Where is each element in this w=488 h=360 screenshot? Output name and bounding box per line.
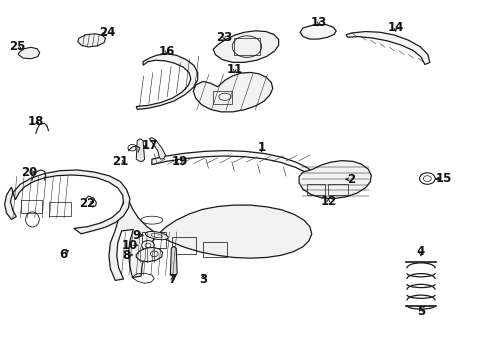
Text: 2: 2 — [346, 173, 354, 186]
Polygon shape — [149, 138, 165, 159]
Text: 6: 6 — [59, 248, 67, 261]
Text: 4: 4 — [416, 244, 424, 257]
Polygon shape — [213, 31, 278, 62]
Text: 21: 21 — [112, 155, 128, 168]
Polygon shape — [136, 247, 162, 262]
Text: 12: 12 — [320, 195, 336, 208]
Text: 19: 19 — [172, 155, 188, 168]
Text: 5: 5 — [416, 306, 424, 319]
Text: 11: 11 — [226, 63, 243, 76]
Text: 25: 25 — [10, 40, 26, 53]
Text: 24: 24 — [99, 27, 115, 40]
Text: 20: 20 — [21, 166, 37, 179]
Text: 1: 1 — [257, 141, 265, 154]
Polygon shape — [4, 170, 130, 234]
Text: 22: 22 — [79, 197, 96, 210]
Polygon shape — [109, 192, 311, 280]
Text: 14: 14 — [386, 21, 403, 34]
Text: 23: 23 — [216, 31, 232, 44]
Text: 7: 7 — [168, 273, 176, 286]
Polygon shape — [152, 150, 313, 178]
Circle shape — [128, 144, 137, 151]
Polygon shape — [299, 161, 370, 199]
Text: 13: 13 — [310, 16, 326, 29]
Text: 16: 16 — [158, 45, 174, 58]
Polygon shape — [300, 24, 335, 39]
Text: 9: 9 — [132, 229, 140, 242]
Polygon shape — [136, 139, 144, 161]
Polygon shape — [18, 47, 40, 59]
Polygon shape — [136, 54, 197, 109]
Ellipse shape — [145, 231, 168, 240]
Polygon shape — [193, 72, 272, 112]
Text: 17: 17 — [141, 139, 157, 152]
Polygon shape — [170, 246, 177, 276]
Text: 8: 8 — [122, 249, 130, 262]
Text: 3: 3 — [199, 273, 207, 286]
Circle shape — [135, 146, 141, 150]
Polygon shape — [345, 32, 429, 64]
Text: 18: 18 — [27, 116, 44, 129]
Circle shape — [419, 173, 434, 184]
Text: 15: 15 — [434, 172, 451, 185]
Text: 10: 10 — [122, 239, 138, 252]
Circle shape — [142, 240, 154, 250]
Polygon shape — [78, 34, 105, 47]
